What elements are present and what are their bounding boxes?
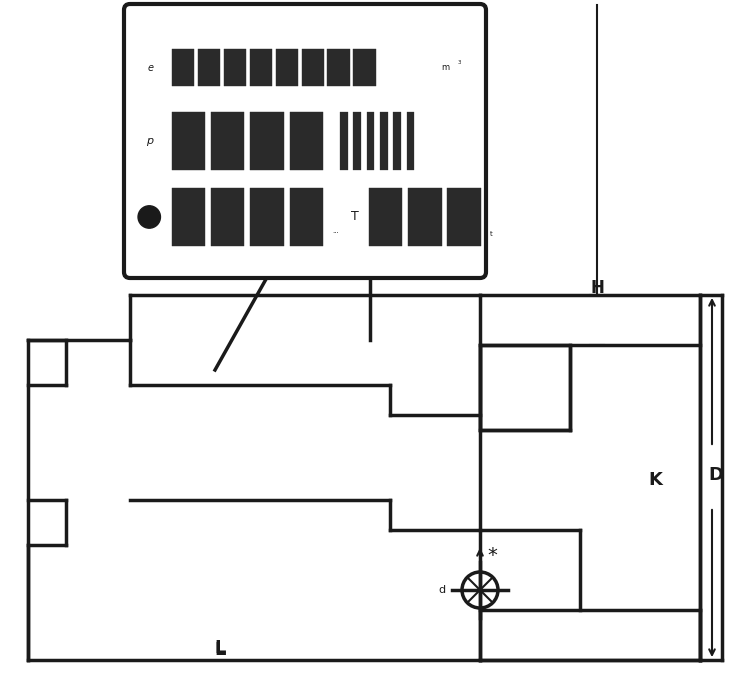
Bar bbox=[289, 112, 323, 170]
Bar bbox=[211, 188, 244, 246]
Text: m: m bbox=[441, 63, 449, 72]
Text: L: L bbox=[215, 639, 226, 657]
Text: 3: 3 bbox=[457, 59, 461, 64]
Text: *: * bbox=[487, 545, 497, 565]
Text: H: H bbox=[590, 279, 604, 297]
Text: e: e bbox=[148, 63, 154, 73]
Bar bbox=[353, 112, 361, 170]
Text: L: L bbox=[215, 641, 226, 659]
Text: ...: ... bbox=[332, 229, 339, 234]
Bar bbox=[198, 50, 221, 86]
Bar bbox=[250, 188, 283, 246]
Bar bbox=[366, 112, 374, 170]
Bar bbox=[369, 188, 403, 246]
Bar bbox=[275, 50, 298, 86]
Bar bbox=[250, 112, 283, 170]
Bar bbox=[340, 112, 348, 170]
Bar bbox=[289, 188, 323, 246]
Text: K: K bbox=[648, 471, 662, 489]
Bar bbox=[448, 188, 481, 246]
Bar bbox=[380, 112, 388, 170]
Circle shape bbox=[138, 206, 161, 228]
Bar bbox=[301, 50, 324, 86]
Bar bbox=[249, 50, 272, 86]
Bar bbox=[480, 345, 570, 430]
Bar bbox=[211, 112, 244, 170]
Bar bbox=[406, 112, 414, 170]
Bar bbox=[408, 188, 442, 246]
Bar bbox=[223, 50, 246, 86]
Text: T: T bbox=[352, 210, 359, 224]
Bar bbox=[172, 112, 205, 170]
Bar bbox=[353, 50, 376, 86]
Bar bbox=[393, 112, 401, 170]
Bar bbox=[172, 188, 205, 246]
Text: D: D bbox=[708, 466, 724, 484]
Bar bbox=[172, 50, 195, 86]
FancyBboxPatch shape bbox=[124, 4, 486, 278]
Text: d: d bbox=[438, 585, 445, 595]
Bar bbox=[327, 50, 350, 86]
Text: t: t bbox=[490, 231, 493, 237]
Text: p: p bbox=[146, 136, 153, 146]
